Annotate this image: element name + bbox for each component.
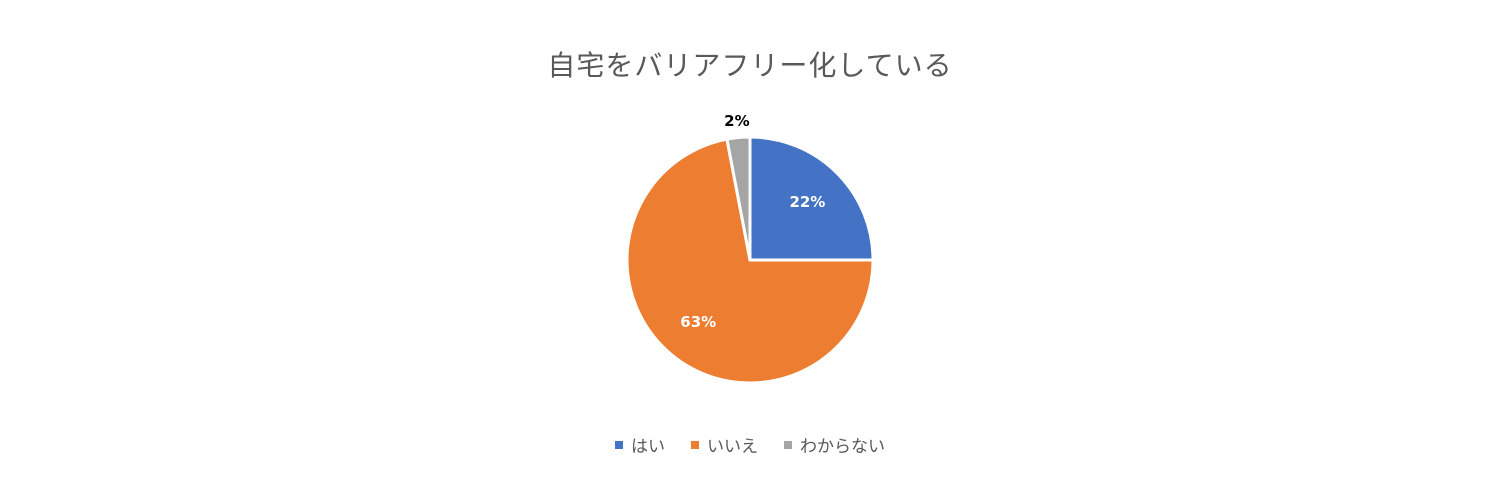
legend: はい いいえ わからない (0, 432, 1500, 457)
chart-title: 自宅をバリアフリー化している (547, 49, 953, 82)
legend-swatch-yes (615, 440, 623, 449)
data-label-yes: 22% (789, 193, 825, 211)
data-label-no: 63% (680, 313, 716, 331)
legend-item-yes: はい (615, 432, 665, 457)
legend-label-no: いいえ (707, 437, 758, 457)
legend-swatch-unknown (784, 440, 792, 449)
pie-slice-no (625, 137, 875, 385)
data-label-unknown: 2% (724, 112, 749, 130)
legend-swatch-no (691, 440, 699, 449)
legend-item-no: いいえ (691, 432, 758, 457)
legend-label-yes: はい (631, 437, 665, 457)
pie-slice-unknown (725, 135, 752, 261)
legend-item-unknown: わからない (784, 432, 885, 457)
pie-slice-yes (748, 135, 875, 262)
legend-label-unknown: わからない (800, 437, 885, 457)
